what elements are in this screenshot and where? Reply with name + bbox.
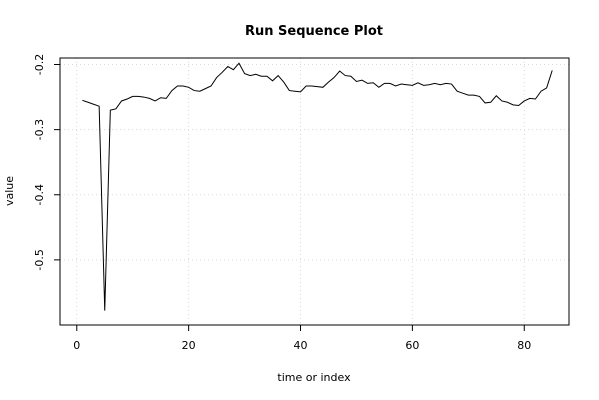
x-tick-label: 20: [182, 339, 196, 352]
series-line: [82, 62, 553, 311]
y-axis: -0.5 -0.4 -0.3 -0.2: [33, 54, 60, 271]
plot-frame: [59, 57, 570, 326]
grid: [60, 58, 569, 325]
x-tick-label: 0: [73, 339, 80, 352]
x-axis: 0 20 40 60 80: [73, 325, 531, 352]
y-tick-label: -0.5: [33, 249, 46, 270]
y-tick-label: -0.2: [33, 54, 46, 75]
y-tick-label: -0.4: [33, 184, 46, 205]
x-tick-label: 60: [405, 339, 419, 352]
y-axis-label: value: [3, 176, 16, 206]
x-axis-label: time or index: [277, 371, 351, 384]
x-tick-label: 80: [517, 339, 531, 352]
x-tick-label: 40: [294, 339, 308, 352]
chart-title: Run Sequence Plot: [245, 24, 383, 39]
y-tick-label: -0.3: [33, 119, 46, 140]
